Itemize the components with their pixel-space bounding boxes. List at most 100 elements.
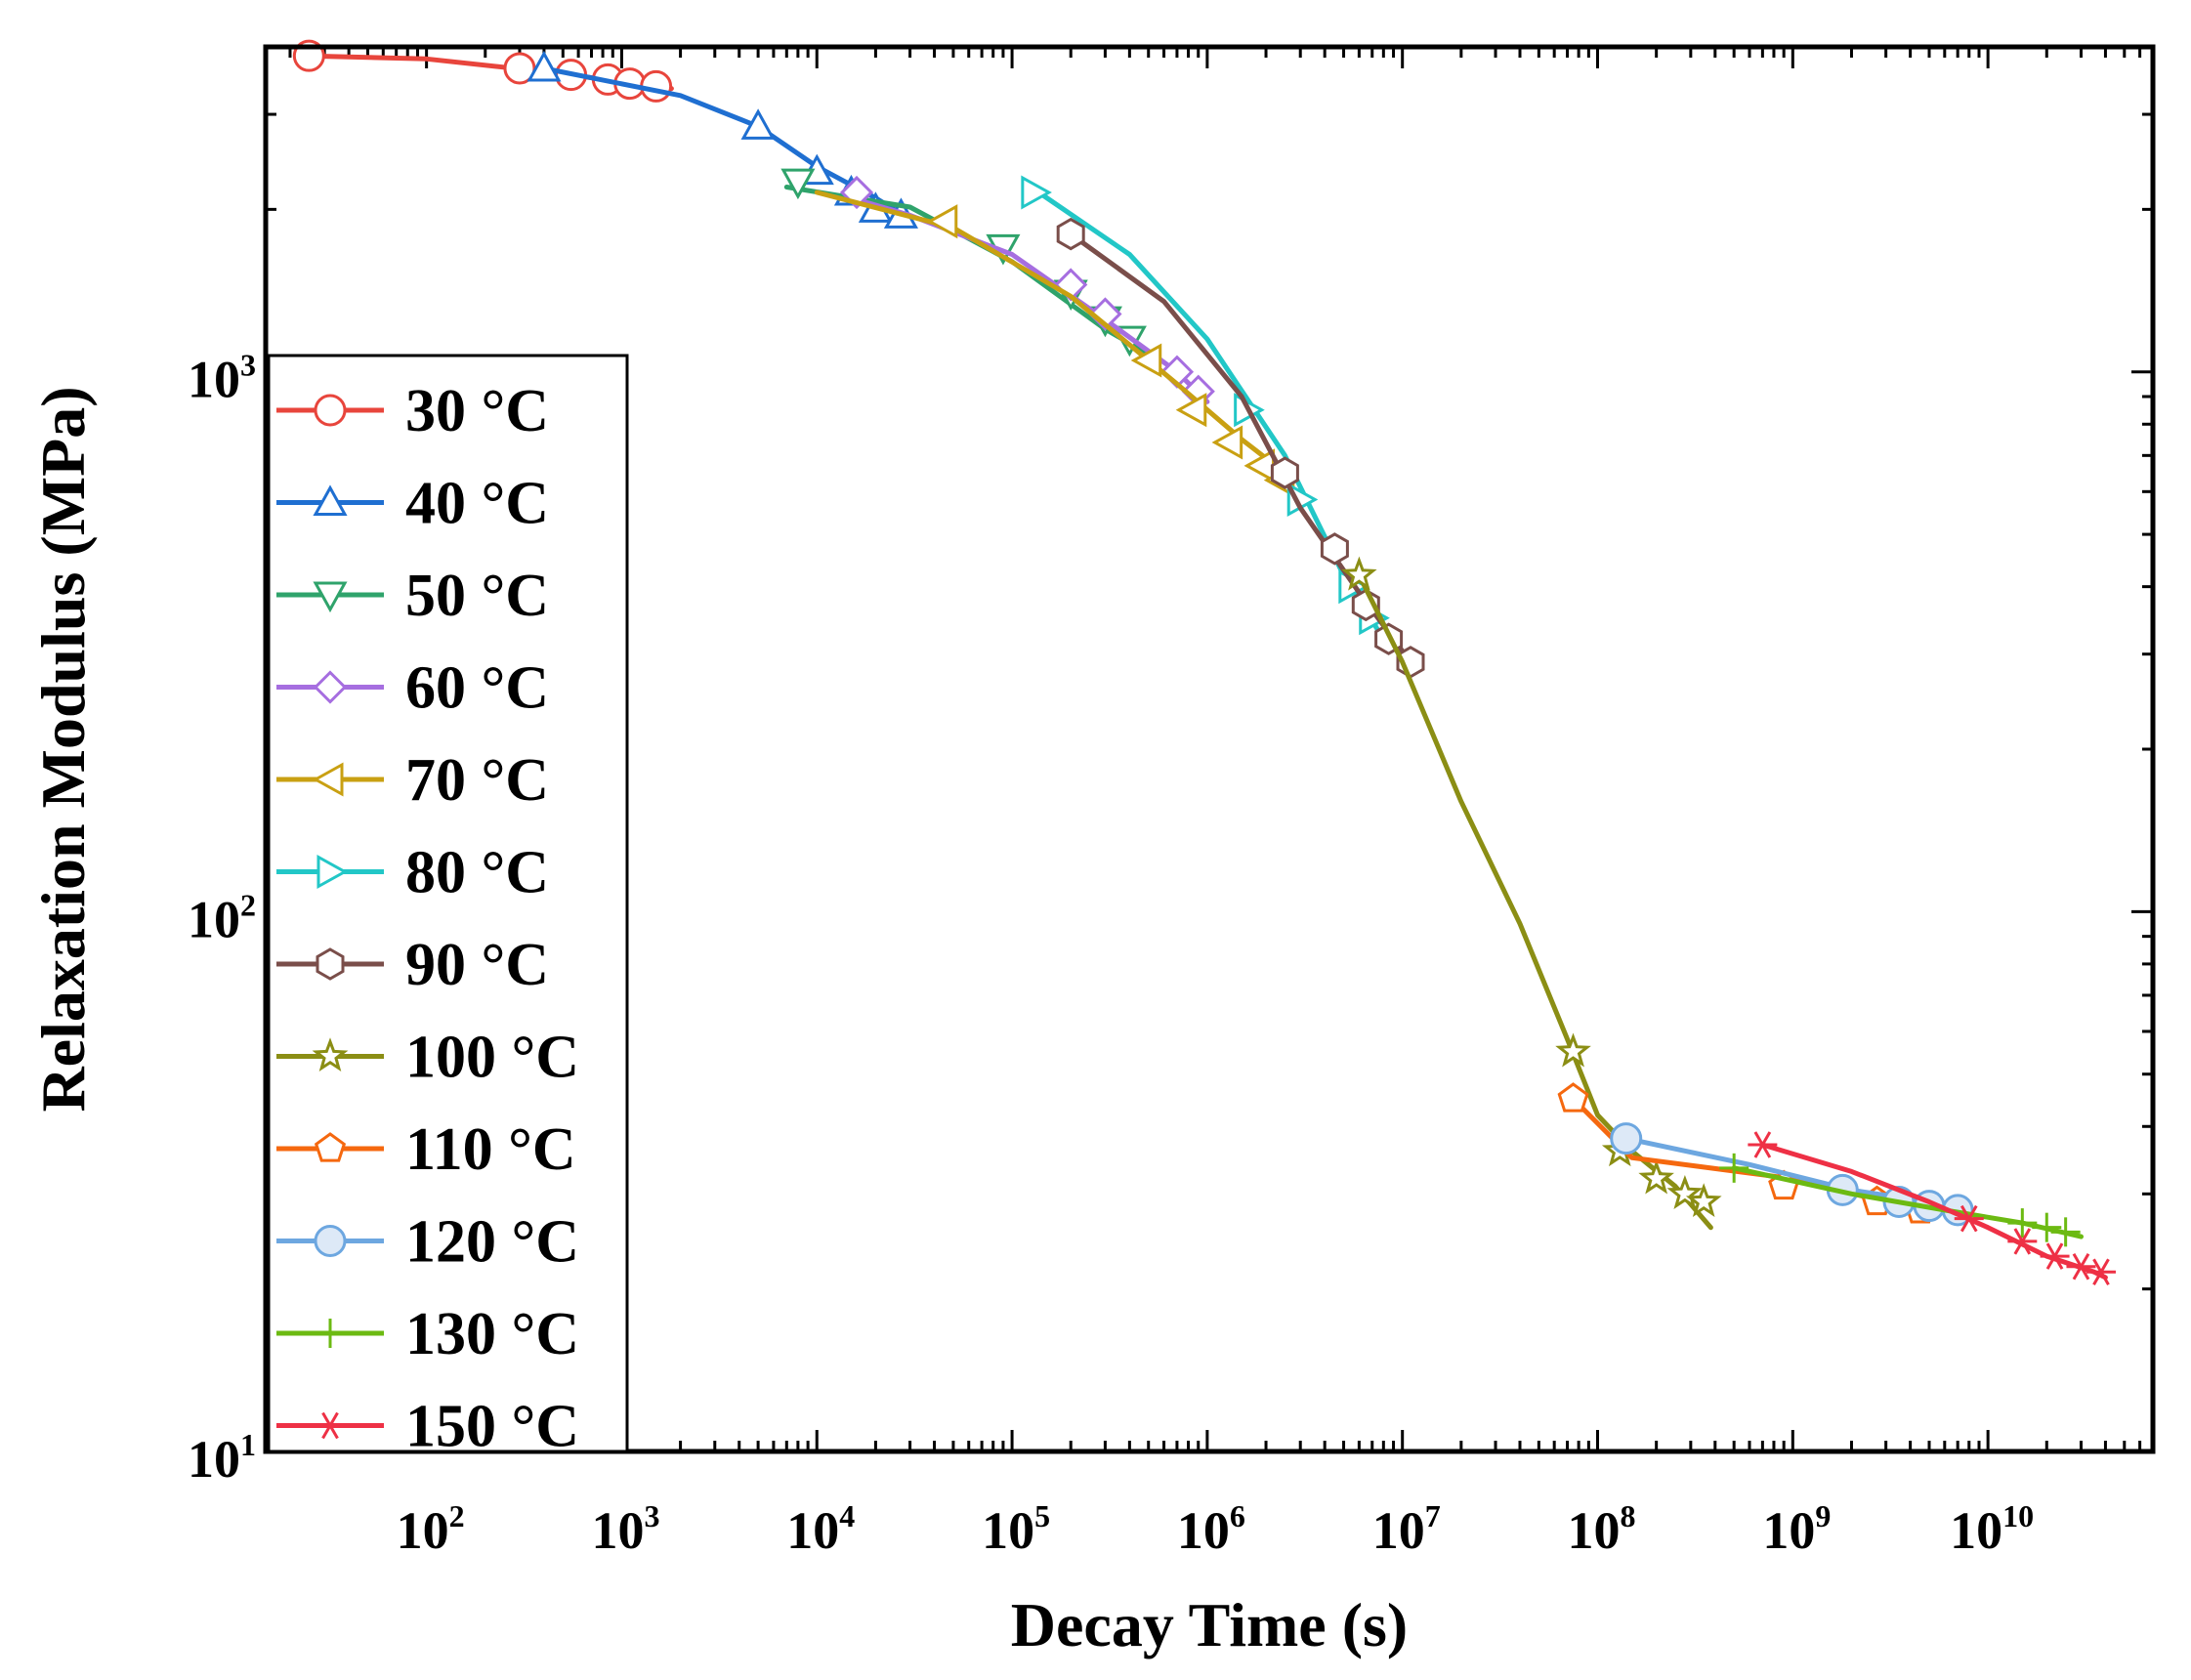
legend-label: 120 °C [405,1209,579,1276]
data-point [527,50,562,82]
point-marker [312,762,344,797]
legend-label: 100 °C [405,1025,579,1091]
legend-marker [312,762,344,797]
legend-marker [316,1411,345,1440]
tick-label-exponent: 9 [1815,1498,1831,1533]
legend-marker [314,1132,347,1162]
data-point [1056,217,1085,251]
x-tick-label: 102 [397,1498,465,1560]
x-tick-label: 108 [1568,1498,1636,1560]
tick-label-base: 10 [1177,1501,1230,1560]
point-marker [1685,1183,1722,1218]
point-marker [1320,532,1349,566]
point-marker [1557,1082,1589,1113]
point-marker [1341,556,1377,591]
point-marker [2045,1242,2064,1270]
legend-marker [313,581,348,613]
point-marker [313,484,348,516]
point-marker [313,670,348,704]
x-axis-title: Decay Time (s) [1011,1590,1408,1659]
legend-label: 130 °C [405,1301,579,1367]
y-tick-label: 103 [188,348,256,409]
legend-marker [316,854,349,890]
tick-label-base: 10 [1568,1501,1621,1560]
series [1748,1131,2116,1286]
point-marker [1270,456,1299,489]
data-point [1638,1159,1674,1195]
tick-label-base: 10 [188,351,240,409]
tick-label-exponent: 5 [1034,1498,1050,1533]
point-marker [1021,175,1052,210]
legend-item: 60 °C [276,655,549,722]
legend-item: 90 °C [276,932,549,998]
legend-marker [316,947,345,981]
y-axis-title: Relaxation Modulus (MPa) [28,386,98,1112]
tick-label-exponent: 6 [1230,1498,1245,1533]
y-tick-label: 101 [188,1427,256,1489]
tick-label-exponent: 8 [1621,1498,1636,1533]
series [1341,556,1722,1231]
data-point [1021,175,1052,210]
point-marker [313,581,348,613]
x-tick-label: 1010 [1950,1498,2034,1560]
x-tick-label: 106 [1177,1498,1245,1560]
data-point [2032,1212,2062,1242]
tick-label-base: 10 [591,1501,644,1560]
legend-item: 40 °C [276,471,549,537]
data-point [1610,1122,1643,1155]
point-marker [2072,1253,2090,1281]
data-point [1666,1175,1704,1209]
data-point [2050,1217,2081,1247]
point-marker [1175,393,1207,428]
x-tick-label: 107 [1372,1498,1441,1560]
tick-label-base: 10 [1762,1501,1815,1560]
data-point [740,108,776,140]
legend-marker [312,1037,349,1072]
point-marker [314,1132,347,1162]
tick-label-base: 10 [982,1501,1034,1560]
data-point [1320,532,1349,566]
point-marker [314,394,347,427]
x-tick-label: 104 [786,1498,855,1560]
data-point [2066,1253,2096,1281]
data-point [2086,1258,2116,1286]
tick-label-exponent: 7 [1425,1498,1441,1533]
point-marker [1666,1175,1704,1209]
point-marker [1555,1032,1591,1068]
legend-label: 150 °C [405,1394,579,1460]
data-point [2040,1242,2070,1270]
legend-item: 70 °C [276,747,549,814]
data-point [1748,1131,1778,1158]
point-marker [321,1411,339,1440]
data-point [1719,1153,1749,1183]
data-point [1270,456,1299,489]
legend-marker [313,670,348,704]
point-marker [1959,1204,1978,1233]
tick-label-base: 10 [188,890,240,948]
data-point [1341,556,1377,591]
legend-item: 130 °C [276,1301,579,1367]
legend-item: 150 °C [276,1394,579,1460]
x-tick-label: 105 [982,1498,1050,1560]
data-point [1555,1032,1591,1068]
data-point [1130,343,1162,378]
tick-label-exponent: 2 [240,887,256,922]
legend-label: 80 °C [405,840,549,906]
data-point [2007,1208,2038,1239]
legend-item: 50 °C [276,563,549,629]
tick-label-base: 10 [786,1501,839,1560]
tick-label-exponent: 4 [839,1498,855,1533]
point-marker [1130,343,1162,378]
tick-label-base: 10 [188,1430,240,1489]
legend-marker [314,394,347,427]
legend-marker [313,484,348,516]
tick-label-base: 10 [1372,1501,1425,1560]
point-marker [1211,425,1243,460]
point-marker [740,108,776,140]
point-marker [1056,217,1085,251]
legend-item: 120 °C [276,1209,579,1276]
legend-item: 80 °C [276,840,549,906]
data-point [1557,1082,1589,1113]
data-point [1685,1183,1722,1218]
